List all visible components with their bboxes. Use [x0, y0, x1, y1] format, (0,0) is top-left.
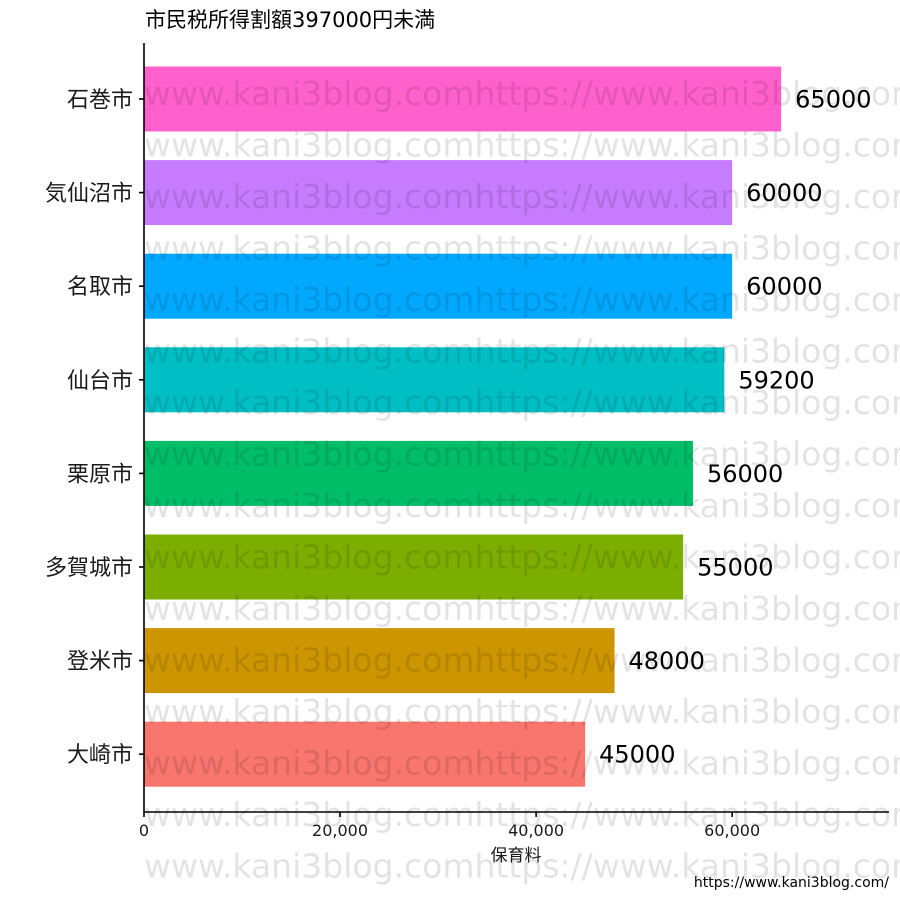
category-label-2: 名取市 [67, 275, 133, 300]
watermark-text-6: www.kani3blog.comhttps://www.kani3blog.c… [144, 383, 900, 422]
bar-7 [144, 721, 586, 787]
watermark-text-13: www.kani3blog.comhttps://www.kani3blog.c… [144, 744, 900, 783]
x-axis-title: 保育料 [491, 846, 542, 866]
data-label-6: 48000 [629, 647, 705, 675]
watermark-text-10: www.kani3blog.comhttps://www.kani3blog.c… [144, 589, 900, 628]
watermark-text-9: www.kani3blog.comhttps://www.kani3blog.c… [144, 538, 900, 577]
data-label-1: 60000 [746, 179, 822, 207]
category-label-6: 登米市 [67, 650, 133, 675]
watermark-text-15: www.kani3blog.comhttps://www.kani3blog.c… [144, 847, 900, 886]
x-tick-label-2: 40,000 [508, 821, 564, 840]
category-label-7: 大崎市 [67, 743, 133, 768]
chart-title: 市民税所得割額397000円未満 [145, 8, 435, 32]
bar-3 [144, 347, 725, 413]
watermark-text-1: www.kani3blog.comhttps://www.kani3blog.c… [144, 126, 900, 165]
watermark-layer: www.kani3blog.comhttps://www.kani3blog.c… [144, 74, 900, 886]
x-tick-label-3: 60,000 [704, 821, 760, 840]
watermark-text-3: www.kani3blog.comhttps://www.kani3blog.c… [144, 229, 900, 268]
bars-layer [144, 66, 782, 787]
x-tick-label-1: 20,000 [312, 821, 368, 840]
bar-0 [144, 66, 782, 132]
x-tick-label-0: 0 [139, 821, 149, 840]
category-label-5: 多賀城市 [45, 556, 133, 581]
category-label-3: 仙台市 [67, 369, 133, 394]
bar-2 [144, 253, 733, 319]
category-label-4: 栗原市 [67, 462, 133, 487]
data-label-4: 56000 [707, 460, 783, 488]
data-label-5: 55000 [697, 554, 773, 582]
watermark-text-8: www.kani3blog.comhttps://www.kani3blog.c… [144, 486, 900, 525]
watermark-text-11: www.kani3blog.comhttps://www.kani3blog.c… [144, 641, 900, 680]
bar-1 [144, 160, 733, 226]
category-label-1: 気仙沼市 [45, 182, 133, 207]
watermark-text-14: www.kani3blog.comhttps://www.kani3blog.c… [144, 795, 900, 834]
bar-5 [144, 534, 684, 600]
x-axis: 0 20,000 40,000 60,000 [139, 811, 889, 840]
data-label-2: 60000 [746, 273, 822, 301]
watermark-text-0: www.kani3blog.comhttps://www.kani3blog.c… [144, 74, 900, 113]
bar-6 [144, 628, 615, 694]
chart-caption: https://www.kani3blog.com/ [694, 875, 889, 891]
data-label-3: 59200 [738, 366, 814, 394]
bar-4 [144, 440, 693, 506]
category-label-0: 石巻市 [67, 88, 133, 113]
data-label-7: 45000 [599, 741, 675, 769]
watermark-text-4: www.kani3blog.comhttps://www.kani3blog.c… [144, 280, 900, 319]
watermark-text-5: www.kani3blog.comhttps://www.kani3blog.c… [144, 332, 900, 371]
watermark-text-12: www.kani3blog.comhttps://www.kani3blog.c… [144, 692, 900, 731]
data-label-0: 65000 [795, 86, 871, 114]
data-labels-layer: 65000 60000 60000 59200 56000 55000 48000 45000 [599, 86, 871, 769]
watermark-text-2: www.kani3blog.comhttps://www.kani3blog.c… [144, 177, 900, 216]
watermark-text-7: www.kani3blog.comhttps://www.kani3blog.c… [144, 435, 900, 474]
